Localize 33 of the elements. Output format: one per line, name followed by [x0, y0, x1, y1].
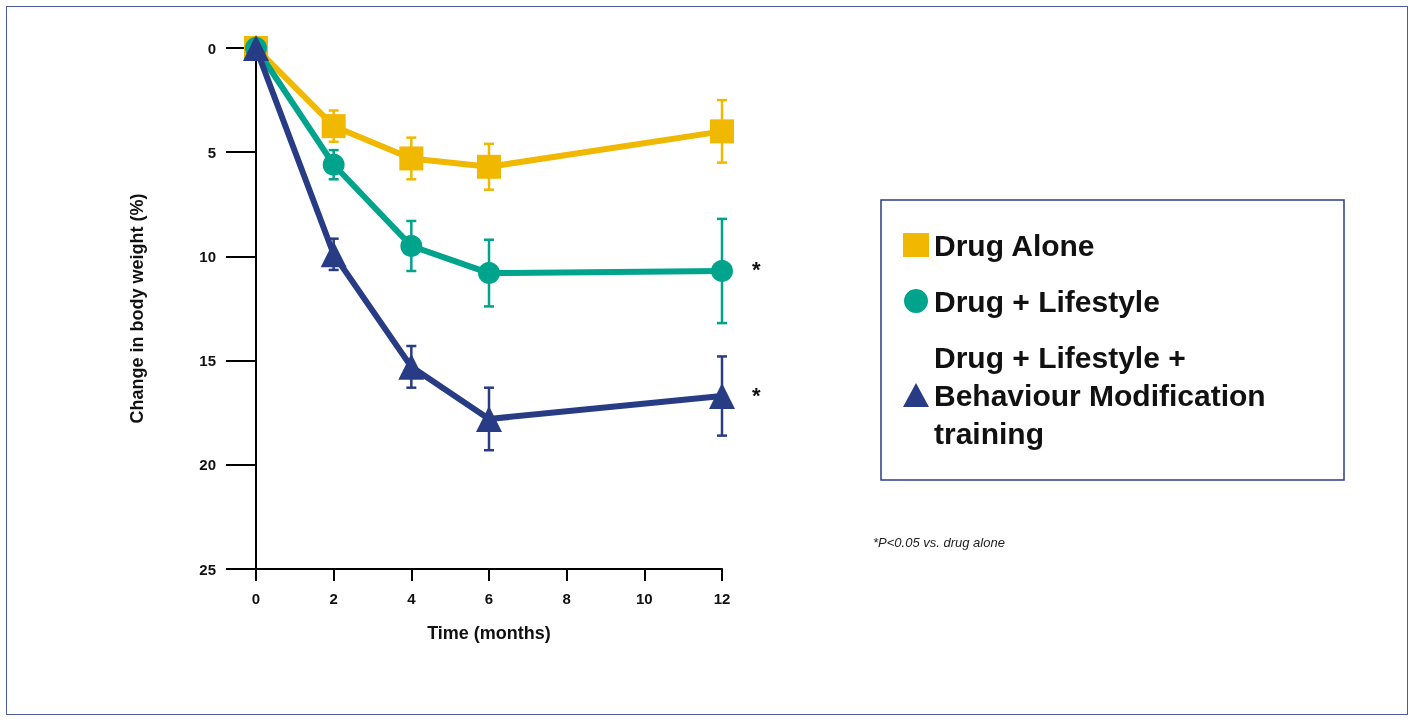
point	[709, 383, 735, 410]
y-tick-label: 10	[199, 247, 216, 265]
y-tick-label: 5	[207, 143, 216, 161]
x-tick-label: 12	[713, 590, 731, 607]
point	[476, 405, 502, 432]
legend-label: Drug + Lifestyle + Behaviour Modification training	[934, 340, 1275, 450]
x-tick-label: 8	[562, 590, 571, 607]
y-tick-label: 0	[207, 39, 216, 57]
x-tick-label: 6	[484, 590, 494, 607]
y-tick-label: 25	[199, 560, 216, 578]
point	[710, 119, 734, 144]
legend-label: Drug + Lifestyle	[934, 284, 1160, 318]
point	[400, 234, 423, 257]
y-tick-label: 15	[199, 352, 216, 370]
x-tick-label: 2	[329, 590, 338, 607]
x-tick-label: 4	[407, 590, 417, 607]
point	[320, 241, 347, 268]
point	[321, 114, 346, 139]
y-axis-title: Change in body weight (%)	[127, 193, 147, 424]
point	[399, 146, 424, 171]
point	[711, 259, 733, 282]
point	[398, 353, 425, 380]
legend-label: Drug Alone	[934, 228, 1095, 262]
x-tick-label: 0	[251, 590, 261, 607]
x-tick-label: 10	[635, 590, 653, 607]
y-tick-label: 20	[199, 456, 216, 474]
point	[477, 154, 501, 179]
annotation: *	[752, 257, 761, 283]
point	[478, 262, 500, 285]
annotation: *	[752, 382, 761, 408]
x-axis-title: Time (months)	[427, 623, 551, 643]
point	[322, 153, 345, 176]
text: *P<0.05 vs. drug alone	[873, 535, 1005, 550]
